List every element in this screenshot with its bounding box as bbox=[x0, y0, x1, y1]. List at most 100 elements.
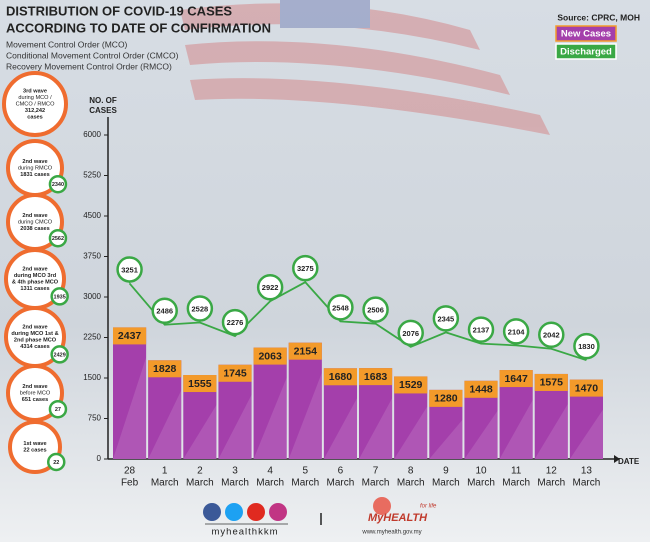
bar-shade bbox=[288, 372, 322, 459]
line-marker bbox=[186, 295, 214, 322]
subtitle-line: Recovery Movement Control Order (RMCO) bbox=[6, 61, 172, 71]
footer-social bbox=[203, 497, 391, 525]
facebook-icon[interactable] bbox=[203, 503, 221, 521]
wave-text: 2nd wave bbox=[22, 267, 47, 273]
y-tick-label: 4500 bbox=[83, 211, 101, 220]
x-tick-label: 6 bbox=[338, 466, 344, 477]
value-label: 1647 bbox=[504, 373, 528, 385]
legend-swatch bbox=[555, 25, 617, 42]
wave-discharged-badge bbox=[50, 287, 69, 306]
x-tick-label: March bbox=[362, 478, 390, 489]
instagram-icon[interactable] bbox=[269, 503, 287, 521]
x-tick-label: 10 bbox=[475, 466, 487, 477]
subtitle-line: Conditional Movement Control Order (CMCO… bbox=[6, 50, 179, 60]
wave-text: during MCO 3rd bbox=[14, 273, 57, 279]
wave-text: 1st wave bbox=[23, 441, 46, 447]
value-label: 1745 bbox=[223, 368, 247, 380]
wave-text: 1831 cases bbox=[20, 172, 50, 178]
title-line: DISTRIBUTION OF COVID-19 CASES bbox=[6, 3, 232, 18]
value-label: 1680 bbox=[329, 371, 353, 383]
x-tick-label: 5 bbox=[303, 466, 309, 477]
x-tick-label: 1 bbox=[162, 466, 168, 477]
line-value-label: 2486 bbox=[156, 307, 173, 316]
value-label-box bbox=[148, 360, 182, 378]
value-label: 1280 bbox=[434, 393, 458, 405]
line-value-label: 1830 bbox=[578, 342, 595, 351]
bar-shade bbox=[394, 406, 428, 459]
x-tick-label: 28 bbox=[124, 466, 136, 477]
wave-discharged-badge bbox=[48, 228, 68, 248]
wave-discharged: 27 bbox=[55, 407, 61, 413]
x-tick-label: March bbox=[186, 478, 214, 489]
wave-discharged: 22 bbox=[53, 460, 59, 466]
value-label: 1828 bbox=[153, 363, 177, 375]
line-value-label: 2076 bbox=[402, 329, 419, 338]
x-tick-label: 7 bbox=[373, 466, 379, 477]
line-marker bbox=[221, 308, 249, 336]
line-marker bbox=[362, 296, 389, 323]
bar bbox=[253, 347, 287, 459]
footer-handle: myhealthkkm bbox=[212, 527, 279, 538]
value-label-box bbox=[359, 368, 393, 386]
x-tick-label: March bbox=[432, 478, 460, 489]
value-label-box bbox=[394, 376, 428, 394]
line-value-label: 2922 bbox=[262, 283, 279, 292]
x-tick-label: March bbox=[502, 478, 530, 489]
value-label-box bbox=[499, 370, 533, 388]
y-tick-label: 2250 bbox=[83, 333, 101, 342]
line-value-label: 2104 bbox=[508, 327, 526, 336]
value-label: 1470 bbox=[575, 382, 599, 394]
x-tick-label: 8 bbox=[408, 466, 414, 477]
twitter-icon[interactable] bbox=[225, 503, 243, 521]
wave-text: 2nd wave bbox=[22, 384, 47, 390]
x-tick-label: March bbox=[327, 478, 355, 489]
line-value-label: 2276 bbox=[227, 318, 244, 327]
line-value-label: 3275 bbox=[297, 264, 314, 273]
value-label-box bbox=[464, 380, 498, 398]
line-marker bbox=[116, 256, 143, 283]
wave-text: CMCO / RMCO bbox=[16, 101, 55, 107]
x-tick-label: 4 bbox=[267, 466, 273, 477]
wave-text: 2nd phase MCO bbox=[14, 338, 57, 344]
x-tick-label: Feb bbox=[121, 478, 139, 489]
wave-text: 651 cases bbox=[22, 397, 48, 403]
y-tick-label: 3000 bbox=[83, 292, 101, 301]
value-label: 1555 bbox=[188, 378, 212, 390]
value-label-box bbox=[288, 342, 322, 360]
line-marker bbox=[292, 254, 319, 282]
x-tick-label: March bbox=[151, 478, 179, 489]
bar bbox=[288, 342, 322, 459]
wave-discharged-badge bbox=[48, 174, 68, 194]
value-label: 2154 bbox=[294, 345, 318, 357]
x-tick-label: March bbox=[467, 478, 495, 489]
legend-swatch bbox=[555, 43, 617, 60]
x-tick-label: 2 bbox=[197, 466, 203, 477]
x-axis-label: DATE bbox=[618, 457, 640, 466]
wave-discharged: 2340 bbox=[52, 182, 64, 188]
wave-discharged-badge bbox=[47, 452, 66, 472]
bar-shade bbox=[359, 398, 393, 459]
value-label: 2437 bbox=[118, 330, 142, 342]
value-label: 1529 bbox=[399, 379, 423, 391]
wave-discharged-badge bbox=[48, 399, 68, 419]
wave-text: before MCO bbox=[20, 390, 51, 396]
youtube-icon[interactable] bbox=[247, 503, 265, 521]
footer-logo: MyHEALTH bbox=[368, 512, 428, 524]
value-label: 1448 bbox=[469, 384, 493, 396]
line-value-label: 3251 bbox=[121, 265, 138, 274]
wave-text: during MCO 1st & bbox=[11, 331, 58, 337]
footer-tagline: for life bbox=[420, 504, 437, 510]
bar-shade bbox=[113, 357, 147, 459]
y-tick-label: 0 bbox=[97, 454, 102, 463]
wave-text: during MCO / bbox=[18, 95, 52, 101]
line-marker bbox=[573, 332, 600, 360]
line-marker bbox=[327, 294, 354, 321]
wave-text: during CMCO bbox=[18, 219, 53, 225]
y-axis-label: NO. OF bbox=[89, 96, 117, 105]
bar-shade bbox=[218, 394, 252, 459]
line-marker bbox=[256, 273, 284, 301]
value-label-box bbox=[534, 373, 568, 391]
wave-text: 2nd wave bbox=[22, 213, 47, 219]
wave-text: during RMCO bbox=[18, 165, 53, 171]
